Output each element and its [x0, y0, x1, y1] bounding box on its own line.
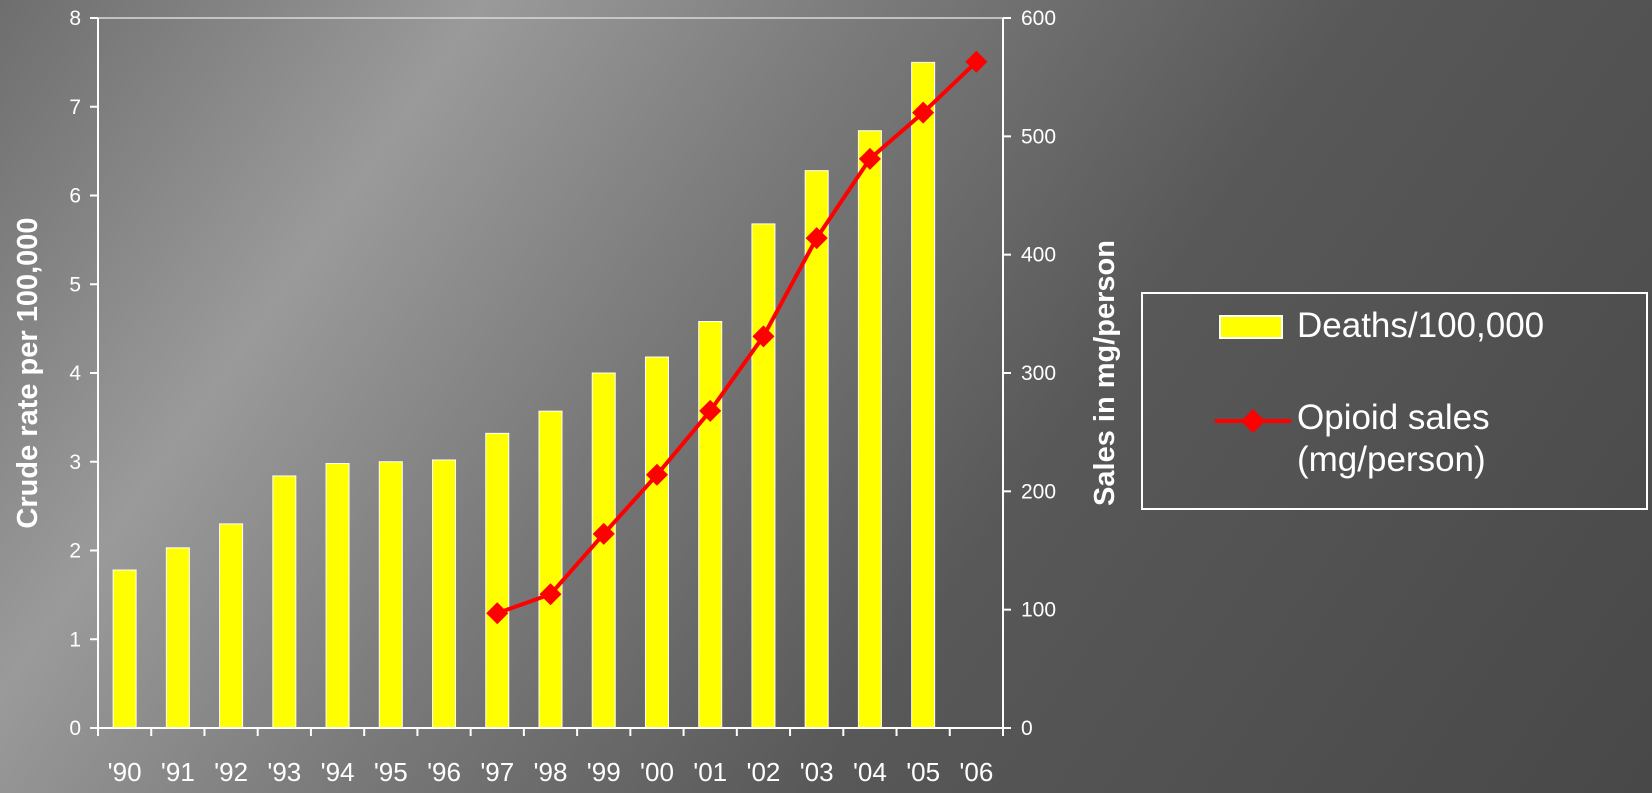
- bar-12: [751, 223, 776, 729]
- y-tick-label: 4: [69, 362, 81, 385]
- x-tick-label: '03: [800, 757, 834, 787]
- x-tick-label: '91: [161, 757, 195, 787]
- y-axis-title: Crude rate per 100,000: [12, 217, 44, 528]
- line-point-2: [592, 522, 615, 545]
- y-tick-label: 7: [69, 96, 81, 119]
- line-point-4: [699, 399, 722, 422]
- bar-10: [644, 356, 669, 729]
- line-point-8: [912, 101, 935, 124]
- line-point-1: [539, 583, 562, 606]
- y-tick-label: 3: [69, 451, 81, 474]
- y2-tick-label: 0: [1021, 717, 1033, 740]
- x-tick-label: '99: [587, 757, 621, 787]
- axes: 0 1 2 3 4 5 6 7 8 0 100 200 300 400 500 600 '90 '91 '92 '93…: [69, 7, 1056, 787]
- line-point-9: [965, 50, 988, 73]
- line-point-7: [858, 147, 881, 170]
- bar-7: [485, 432, 510, 729]
- y2-axis-title: Sales in mg/person: [1089, 240, 1121, 506]
- bar-15: [911, 61, 936, 729]
- y2-tick-label: 300: [1021, 362, 1056, 385]
- legend-line-swatch: [1215, 409, 1291, 433]
- y2-tick-label: 100: [1021, 599, 1056, 622]
- x-tick-label: '02: [746, 757, 780, 787]
- y2-tick-label: 600: [1021, 7, 1056, 30]
- bar-1: [165, 547, 190, 729]
- legend-bar-swatch: [1219, 315, 1283, 339]
- legend: Deaths/100,000 Opioid sales (mg/person): [1141, 292, 1648, 510]
- bar-8: [538, 410, 563, 729]
- bar-0: [112, 569, 137, 729]
- line-series: [486, 50, 988, 625]
- bar-2: [219, 523, 244, 729]
- x-tick-label: '90: [108, 757, 142, 787]
- bar-6: [432, 459, 457, 729]
- line-point-3: [645, 463, 668, 486]
- y-tick-label: 1: [69, 628, 81, 651]
- y-tick-label: 6: [69, 185, 81, 208]
- line-point-6: [805, 227, 828, 250]
- y2-tick-label: 400: [1021, 244, 1056, 267]
- bar-5: [378, 461, 403, 729]
- x-tick-label: '06: [959, 757, 993, 787]
- bar-9: [591, 372, 616, 729]
- x-tick-label: '97: [480, 757, 514, 787]
- legend-bar-label: Deaths/100,000: [1297, 306, 1545, 345]
- y-tick-label: 0: [69, 717, 81, 740]
- bar-11: [698, 321, 723, 729]
- x-tick-label: '92: [214, 757, 248, 787]
- bar-3: [272, 475, 297, 729]
- x-tick-label: '05: [906, 757, 940, 787]
- bar-series: [112, 61, 936, 729]
- x-tick-label: '00: [640, 757, 674, 787]
- y-tick-label: 2: [69, 540, 81, 563]
- sales-line: [496, 60, 978, 616]
- x-tick-label: '01: [693, 757, 727, 787]
- y-tick-label: 5: [69, 273, 81, 296]
- y2-tick-label: 500: [1021, 125, 1056, 148]
- y-tick-label: 8: [69, 7, 81, 30]
- legend-line-label-unit: (mg/person): [1297, 440, 1486, 479]
- x-tick-label: '94: [321, 757, 355, 787]
- line-point-0: [486, 602, 509, 625]
- bar-14: [857, 130, 882, 729]
- x-tick-label: '96: [427, 757, 461, 787]
- x-tick-label: '04: [853, 757, 887, 787]
- x-tick-label: '95: [374, 757, 408, 787]
- legend-line-label: Opioid sales: [1297, 398, 1490, 437]
- y2-tick-label: 200: [1021, 480, 1056, 503]
- bar-4: [325, 463, 350, 729]
- x-tick-label: '93: [267, 757, 301, 787]
- x-tick-label: '98: [534, 757, 568, 787]
- line-point-5: [752, 325, 775, 348]
